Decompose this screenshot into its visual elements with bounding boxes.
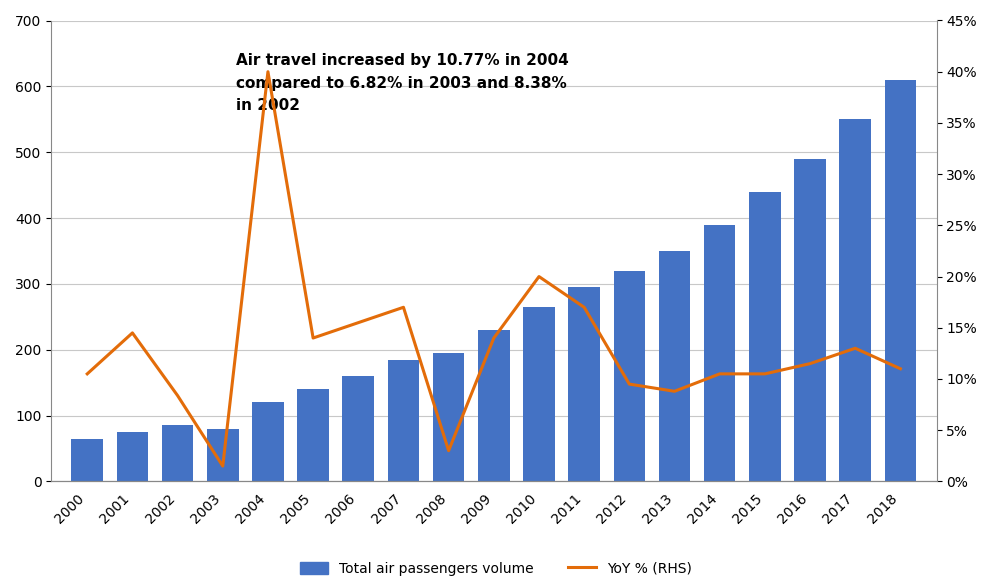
Bar — [342, 376, 374, 482]
Bar — [704, 225, 735, 482]
Bar — [388, 360, 420, 482]
Legend: Total air passengers volume, YoY % (RHS): Total air passengers volume, YoY % (RHS) — [295, 556, 697, 581]
Bar — [613, 270, 645, 482]
Bar — [207, 429, 238, 482]
Bar — [749, 192, 781, 482]
Bar — [568, 287, 600, 482]
Bar — [478, 330, 510, 482]
Bar — [117, 432, 148, 482]
Bar — [839, 119, 871, 482]
Bar — [162, 426, 193, 482]
Bar — [523, 307, 555, 482]
Bar — [298, 389, 329, 482]
Text: Air travel increased by 10.77% in 2004
compared to 6.82% in 2003 and 8.38%
in 20: Air travel increased by 10.77% in 2004 c… — [236, 54, 569, 113]
Bar — [252, 402, 284, 482]
Bar — [795, 159, 826, 482]
Bar — [433, 353, 464, 482]
Bar — [885, 80, 917, 482]
Bar — [71, 439, 103, 482]
Bar — [659, 251, 690, 482]
